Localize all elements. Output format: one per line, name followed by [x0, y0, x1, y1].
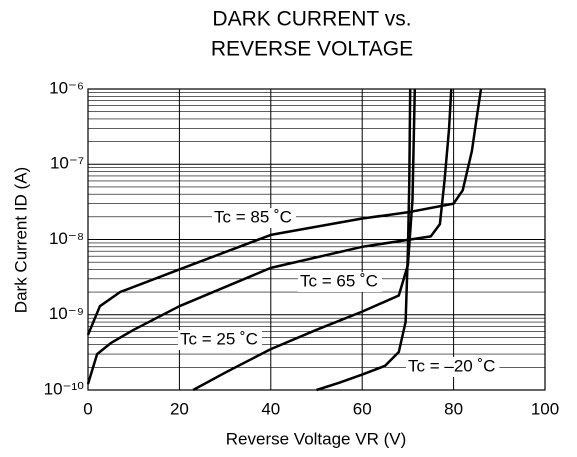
- line-series: [192, 88, 417, 392]
- x-axis-label: Reverse Voltage VR (V): [226, 429, 406, 448]
- y-axis-label: Dark Current ID (A): [11, 167, 30, 313]
- series-label: Tc = 25 ˚C: [180, 329, 258, 348]
- x-tick-label: 80: [444, 399, 463, 418]
- x-tick-label: 20: [170, 399, 189, 418]
- y-tick-label: 10⁻⁹: [49, 304, 84, 323]
- line-series: [86, 88, 483, 336]
- chart-title: REVERSE VOLTAGE: [211, 38, 413, 61]
- label-background: [406, 357, 500, 377]
- line-series: [316, 88, 412, 392]
- label-background: [298, 272, 382, 292]
- series-label: Tc = 65 ˚C: [300, 271, 378, 290]
- label-background: [178, 330, 262, 350]
- y-tick-label: 10⁻⁶: [49, 78, 84, 97]
- series-label: Tc = –20 ˚C: [408, 356, 495, 375]
- x-tick-label: 60: [353, 399, 372, 418]
- line-series: [86, 88, 453, 385]
- chart-title: DARK CURRENT vs.: [212, 8, 411, 31]
- y-tick-label: 10⁻⁸: [49, 229, 84, 248]
- y-tick-label: 10⁻⁷: [50, 154, 84, 173]
- x-tick-label: 100: [531, 399, 559, 418]
- series-label: Tc = 85 ˚C: [214, 207, 292, 226]
- x-tick-label: 0: [83, 399, 92, 418]
- x-tick-label: 40: [261, 399, 280, 418]
- label-background: [212, 208, 296, 228]
- y-tick-label: 10⁻¹⁰: [44, 379, 85, 398]
